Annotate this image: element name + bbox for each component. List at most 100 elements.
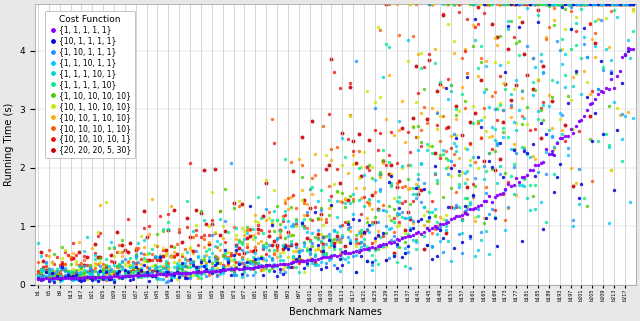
Point — [332, 236, 342, 241]
Point — [476, 60, 486, 65]
Point — [82, 275, 92, 280]
Point — [516, 183, 527, 188]
Point — [536, 121, 546, 126]
Point — [533, 76, 543, 81]
Point — [552, 38, 562, 43]
Point — [313, 228, 323, 233]
Point — [427, 2, 437, 7]
Point — [584, 2, 595, 7]
Point — [427, 210, 437, 215]
Point — [351, 160, 361, 165]
Point — [98, 265, 108, 271]
Point — [457, 230, 467, 235]
Point — [590, 31, 600, 36]
Point — [280, 201, 291, 206]
Point — [169, 254, 179, 259]
Point — [237, 255, 247, 260]
Point — [427, 199, 437, 204]
Point — [63, 268, 73, 273]
Point — [172, 276, 182, 282]
Point — [90, 275, 100, 280]
Point — [408, 116, 418, 121]
Point — [588, 2, 598, 7]
Point — [310, 247, 320, 252]
Point — [432, 219, 442, 224]
Point — [166, 272, 176, 277]
Point — [514, 182, 524, 187]
Point — [422, 209, 432, 214]
Point — [375, 27, 385, 32]
Point — [234, 237, 244, 242]
Point — [372, 228, 383, 233]
Point — [313, 247, 323, 252]
Point — [601, 2, 611, 7]
Point — [468, 181, 478, 187]
Point — [427, 105, 437, 110]
Point — [291, 242, 301, 247]
Point — [593, 2, 603, 7]
Point — [93, 262, 103, 267]
Point — [381, 244, 391, 249]
Point — [427, 230, 437, 236]
Point — [503, 2, 513, 7]
Point — [150, 266, 160, 272]
Point — [413, 230, 424, 235]
Point — [468, 104, 478, 109]
Point — [342, 234, 353, 239]
Point — [405, 2, 415, 7]
Point — [356, 196, 367, 201]
Point — [484, 134, 494, 139]
Point — [573, 166, 584, 171]
Point — [516, 122, 527, 127]
Point — [503, 23, 513, 28]
Point — [601, 47, 611, 52]
Point — [65, 256, 76, 262]
Point — [218, 235, 228, 240]
Point — [196, 211, 206, 216]
Point — [202, 261, 212, 266]
Point — [324, 234, 334, 239]
Point — [76, 279, 86, 284]
Point — [405, 266, 415, 271]
Point — [381, 242, 391, 247]
Point — [476, 202, 486, 207]
Point — [158, 245, 168, 250]
Point — [253, 226, 263, 231]
Point — [397, 125, 407, 130]
Point — [228, 271, 239, 276]
Point — [283, 247, 293, 252]
Point — [93, 272, 103, 277]
Point — [177, 254, 187, 259]
Point — [41, 259, 51, 265]
Point — [202, 265, 212, 270]
Point — [552, 140, 562, 145]
Point — [313, 243, 323, 248]
Point — [560, 2, 570, 7]
Point — [484, 2, 494, 7]
Point — [318, 244, 328, 249]
Point — [476, 118, 486, 123]
Point — [449, 38, 459, 43]
Point — [514, 180, 524, 185]
Point — [93, 277, 103, 282]
Point — [468, 193, 478, 198]
Point — [375, 175, 385, 180]
Point — [476, 237, 486, 242]
Point — [573, 201, 584, 206]
Point — [568, 74, 579, 79]
Point — [563, 153, 573, 158]
Point — [411, 239, 421, 244]
Point — [207, 266, 217, 271]
Point — [120, 269, 130, 274]
Point — [161, 262, 171, 267]
Point — [212, 245, 223, 250]
Point — [623, 37, 633, 42]
Point — [625, 2, 636, 7]
Point — [454, 9, 464, 14]
Point — [370, 219, 380, 224]
Point — [362, 228, 372, 233]
Point — [386, 173, 396, 178]
Point — [237, 266, 247, 272]
Point — [269, 264, 280, 269]
Point — [329, 228, 339, 233]
